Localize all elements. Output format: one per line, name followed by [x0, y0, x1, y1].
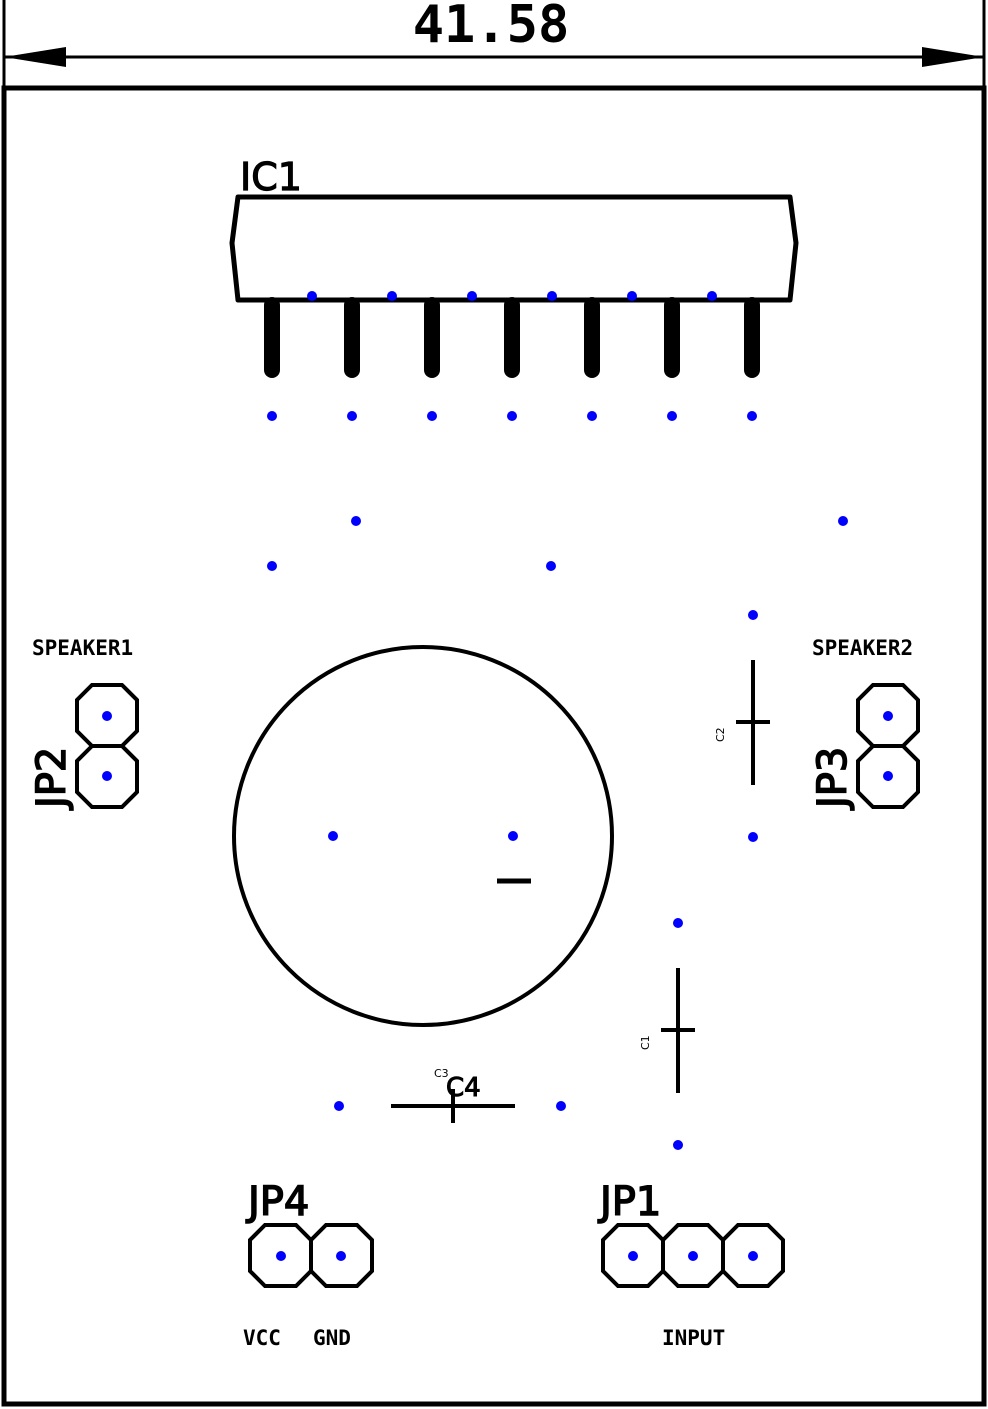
pad — [276, 1251, 286, 1261]
speaker2-label: SPEAKER2 — [812, 636, 913, 660]
ic1-pins — [264, 297, 760, 378]
pad — [334, 1101, 344, 1111]
pad — [336, 1251, 346, 1261]
pad — [351, 516, 361, 526]
jp3-outline — [856, 683, 920, 809]
ic1-label: IC1 — [240, 155, 302, 199]
pad — [883, 711, 893, 721]
pad — [748, 1251, 758, 1261]
pad — [748, 610, 758, 620]
pad — [387, 291, 397, 301]
capacitor-outline — [232, 645, 614, 1027]
board-outline — [1, 85, 987, 1407]
jp1-label: JP1 — [597, 1179, 661, 1225]
pad — [556, 1101, 566, 1111]
pad — [883, 771, 893, 781]
dimension-value: 41.58 — [413, 0, 570, 55]
pad — [707, 291, 717, 301]
pad — [427, 411, 437, 421]
capacitor-c3-c4: C3 C4 — [391, 1067, 515, 1123]
jp4-header: JP4 VCC GND — [243, 1178, 374, 1350]
pad — [507, 411, 517, 421]
electrolytic-capacitor — [232, 645, 614, 1027]
jp4-label: JP4 — [245, 1179, 309, 1225]
ic1-package: IC1 — [229, 154, 799, 378]
vcc-label: VCC — [243, 1326, 281, 1350]
jp4-outline — [248, 1223, 374, 1288]
jp2-label: JP2 — [29, 747, 75, 811]
capacitor-c2: C2 — [714, 660, 770, 785]
jp2-outline — [75, 683, 139, 809]
pad — [688, 1251, 698, 1261]
pad — [748, 832, 758, 842]
input-label: INPUT — [662, 1326, 725, 1350]
dimension-annotation: 41.58 — [2, 0, 986, 88]
pad — [267, 411, 277, 421]
pad — [546, 561, 556, 571]
jp1-header: JP1 INPUT — [596, 1178, 785, 1350]
speaker1-label: SPEAKER1 — [32, 636, 133, 660]
pad — [102, 711, 112, 721]
gnd-label: GND — [313, 1326, 351, 1350]
pad — [467, 291, 477, 301]
pad — [628, 1251, 638, 1261]
pad — [673, 918, 683, 928]
pad — [673, 1140, 683, 1150]
pad — [627, 291, 637, 301]
capacitor-c1: C1 — [639, 968, 695, 1093]
jp3-header: SPEAKER2 JP3 — [809, 636, 920, 812]
jp2-header: SPEAKER1 JP2 — [28, 636, 139, 812]
c3-label: C3 — [434, 1067, 449, 1080]
c2-label: C2 — [714, 727, 727, 742]
dimension-arrow-left-icon — [4, 47, 66, 67]
pad — [102, 771, 112, 781]
c4-label: C4 — [446, 1073, 481, 1103]
pad — [587, 411, 597, 421]
pad — [347, 411, 357, 421]
c1-label: C1 — [639, 1035, 652, 1050]
jp3-label: JP3 — [810, 747, 856, 811]
pad — [547, 291, 557, 301]
pad — [667, 411, 677, 421]
pads — [102, 291, 893, 1261]
pad — [328, 831, 338, 841]
pad — [508, 831, 518, 841]
pad — [307, 291, 317, 301]
jp1-outline — [601, 1223, 785, 1288]
pad — [838, 516, 848, 526]
ic1-body — [229, 194, 799, 303]
dimension-arrow-right-icon — [922, 47, 984, 67]
pad — [747, 411, 757, 421]
pad — [267, 561, 277, 571]
